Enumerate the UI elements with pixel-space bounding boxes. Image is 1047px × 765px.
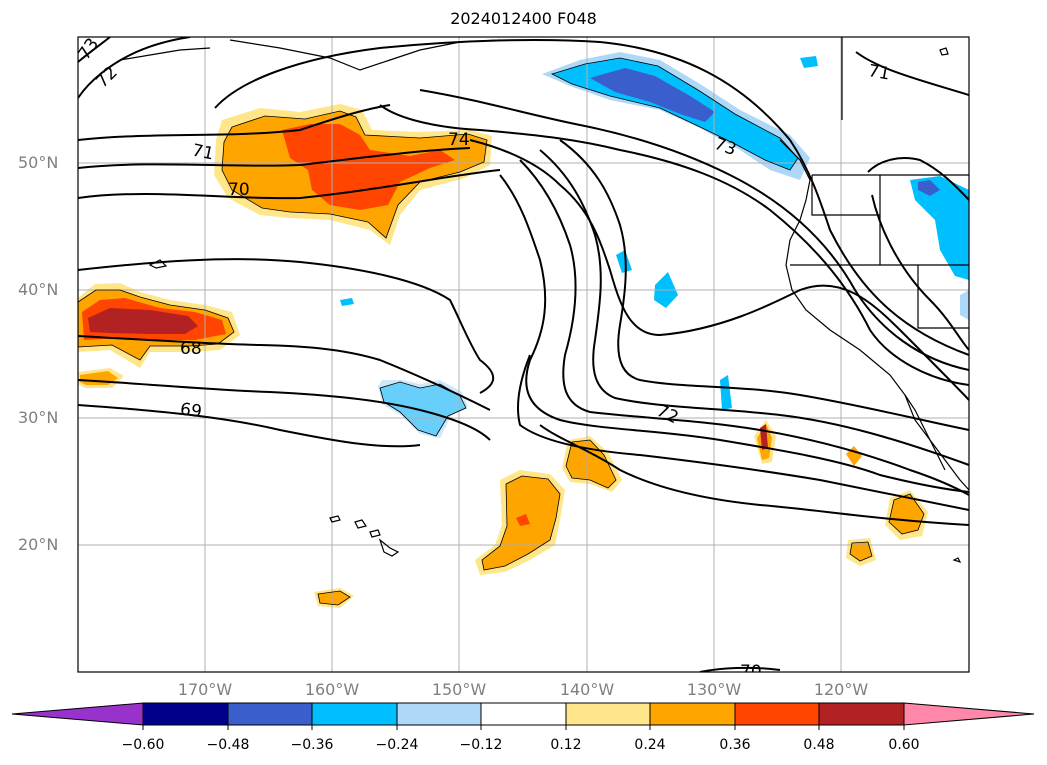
contour-label: 69 — [179, 399, 203, 422]
shade-nw-royal — [590, 68, 715, 122]
contour-label: 70 — [740, 662, 762, 682]
lon-label-170w: 170°W — [177, 680, 233, 699]
colorbar-swatch-4 — [396, 702, 482, 726]
shade-e-blue — [910, 176, 969, 280]
lon-label-130w: 130°W — [686, 680, 742, 699]
colorbar-swatch-10 — [903, 702, 1035, 726]
anomaly-shading — [78, 52, 969, 608]
colorbar-tick: 0.24 — [634, 737, 666, 753]
map-title: 2024012400 F048 — [450, 9, 597, 28]
colorbar-swatch-9 — [818, 702, 905, 726]
colorbar-tick: 0.48 — [803, 737, 835, 753]
colorbar-tick: 0.12 — [550, 737, 582, 753]
lon-label-140w: 140°W — [559, 680, 615, 699]
shade-small7 — [516, 514, 530, 526]
coastlines — [119, 37, 969, 564]
shade-e1-orange — [889, 494, 924, 534]
colorbar-tick: −0.60 — [121, 737, 165, 753]
shade-e2-orange — [850, 542, 872, 561]
lat-label-50n: 50°N — [18, 153, 59, 172]
shade-small5 — [340, 298, 354, 306]
contour-label: 74 — [448, 130, 470, 150]
height-contours — [78, 37, 969, 672]
colorbar-swatch-5 — [480, 702, 567, 726]
colorbar-swatch-0 — [11, 702, 144, 726]
colorbar — [11, 702, 1035, 730]
shade-west-darkred — [88, 308, 198, 334]
colorbar-tick: 0.36 — [719, 737, 751, 753]
colorbar-tick: 0.60 — [888, 737, 920, 753]
lat-label-40n: 40°N — [18, 280, 59, 299]
shade-small3 — [720, 375, 732, 410]
contour-label: 73 — [74, 35, 103, 64]
contour-label: 68 — [180, 339, 202, 359]
colorbar-tick: −0.24 — [375, 737, 419, 753]
shade-outlines — [78, 57, 925, 606]
contour-label: 71 — [867, 61, 892, 84]
shade-e-light — [960, 290, 969, 320]
shade-small4 — [800, 56, 818, 68]
lat-label-20n: 20°N — [18, 535, 59, 554]
shade-northpac-red — [282, 124, 455, 210]
map-frame — [77, 36, 970, 673]
shade-mid-light — [378, 380, 468, 438]
colorbar-tick: −0.36 — [290, 737, 334, 753]
colorbar-swatch-3 — [311, 702, 398, 726]
lon-label-120w: 120°W — [813, 680, 869, 699]
colorbar-swatch-6 — [565, 702, 651, 726]
shade-small2 — [616, 250, 632, 273]
colorbar-swatch-1 — [142, 702, 229, 726]
lon-label-160w: 160°W — [304, 680, 360, 699]
lon-label-150w: 150°W — [431, 680, 487, 699]
gridlines — [78, 37, 969, 672]
colorbar-swatch-2 — [227, 702, 313, 726]
shade-c2-orange — [566, 440, 616, 488]
contour-label: 72 — [92, 63, 121, 92]
contour-label: 70 — [228, 180, 250, 200]
lat-label-30n: 30°N — [18, 408, 59, 427]
shade-e-royal — [918, 180, 940, 196]
colorbar-swatch-7 — [649, 702, 736, 726]
contour-label: 71 — [190, 141, 215, 165]
colorbar-tick: −0.12 — [459, 737, 503, 753]
colorbar-swatch-8 — [734, 702, 820, 726]
shade-hi-orange — [318, 591, 350, 605]
colorbar-tick: −0.48 — [206, 737, 250, 753]
